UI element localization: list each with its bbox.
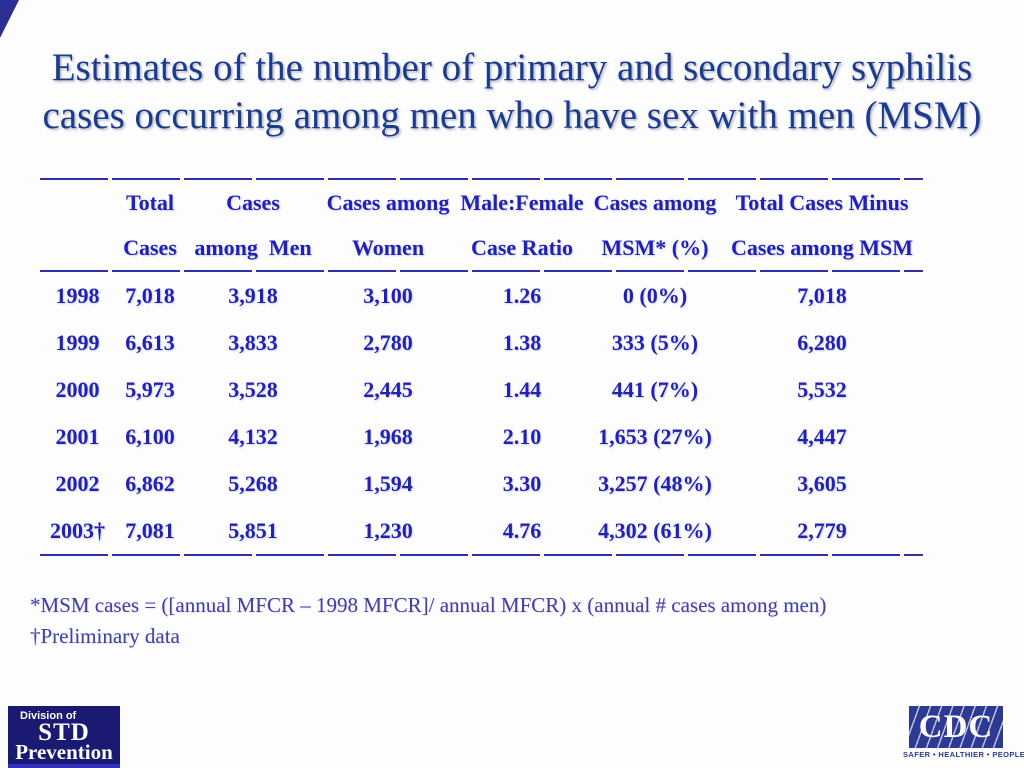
cell-ratio: 4.76 <box>502 517 542 543</box>
std-prevention-logo: Division of STD Prevention <box>8 706 120 768</box>
header-ratio-line1: Male:Female <box>460 189 584 215</box>
table-rule-bottom <box>40 554 923 556</box>
cell-women: 1,968 <box>363 423 413 449</box>
slide-title: Estimates of the number of primary and s… <box>0 44 1024 140</box>
table-header-row-1: Total Cases Cases among Male:Female Case… <box>40 180 923 225</box>
cell-minus: 3,605 <box>797 470 847 496</box>
cell-year: 2001 <box>55 423 100 449</box>
cell-ratio: 3.30 <box>502 470 542 496</box>
cell-men: 5,268 <box>228 470 278 496</box>
cell-men: 4,132 <box>228 423 278 449</box>
std-logo-prevention-text: Prevention <box>15 740 113 764</box>
header-total-line1: Total <box>125 189 175 215</box>
cdc-logo-box: CDC <box>909 706 1003 748</box>
cell-men: 3,528 <box>228 376 278 402</box>
cell-women: 3,100 <box>363 282 413 308</box>
cell-minus: 6,280 <box>797 329 847 355</box>
table-row: 2001 6,100 4,132 1,968 2.10 1,653 (27%) … <box>40 413 923 460</box>
cell-ratio: 1.38 <box>502 329 542 355</box>
cell-msm: 441 (7%) <box>611 376 699 402</box>
cell-total: 6,100 <box>125 423 175 449</box>
header-women-line2: Women <box>351 234 425 260</box>
header-men-line1: Cases <box>226 189 280 215</box>
table-row: 2002 6,862 5,268 1,594 3.30 3,257 (48%) … <box>40 460 923 507</box>
cell-minus: 2,779 <box>797 517 847 543</box>
cell-women: 1,230 <box>363 517 413 543</box>
corner-accent-triangle <box>0 0 19 38</box>
cell-year: 2003† <box>50 517 105 543</box>
cell-women: 2,445 <box>363 376 413 402</box>
cell-year: 1999 <box>55 329 100 355</box>
header-women-line1: Cases among <box>326 189 450 215</box>
cdc-logo-stripes <box>909 706 1003 748</box>
table-row: 2000 5,973 3,528 2,445 1.44 441 (7%) 5,5… <box>40 366 923 413</box>
table-rule-top <box>40 178 923 180</box>
header-total-line2: Cases <box>123 234 177 260</box>
cell-total: 7,081 <box>125 517 175 543</box>
data-table: Total Cases Cases among Male:Female Case… <box>40 178 923 556</box>
table-row: 1999 6,613 3,833 2,780 1.38 333 (5%) 6,2… <box>40 319 923 366</box>
cell-total: 6,862 <box>125 470 175 496</box>
cell-msm: 3,257 (48%) <box>598 470 712 496</box>
footnotes: *MSM cases = ([annual MFCR – 1998 MFCR]/… <box>30 590 826 652</box>
cell-msm: 4,302 (61%) <box>598 517 712 543</box>
std-logo-std-text: STD <box>38 719 90 746</box>
footnote-msm-definition: *MSM cases = ([annual MFCR – 1998 MFCR]/… <box>30 593 827 617</box>
cell-total: 7,018 <box>125 282 175 308</box>
header-msm-line1: Cases among <box>593 189 717 215</box>
cdc-logo-tagline: SAFER • HEALTHIER • PEOPLE™ <box>903 750 1024 759</box>
cell-minus: 7,018 <box>797 282 847 308</box>
header-minus-line1: Total Cases Minus <box>735 189 909 215</box>
title-line-2: cases occurring among men who have sex w… <box>42 94 982 137</box>
table-rule-middle <box>40 270 923 272</box>
cell-msm: 333 (5%) <box>611 329 699 355</box>
cell-men: 5,851 <box>228 517 278 543</box>
cdc-logo: CDC SAFER • HEALTHIER • PEOPLE™ <box>903 706 1024 759</box>
cell-women: 1,594 <box>363 470 413 496</box>
cell-ratio: 1.26 <box>502 282 542 308</box>
title-line-1: Estimates of the number of primary and s… <box>51 46 973 89</box>
cell-total: 5,973 <box>125 376 175 402</box>
cell-minus: 5,532 <box>797 376 847 402</box>
footnote-preliminary: †Preliminary data <box>30 624 180 648</box>
cell-year: 2002 <box>55 470 100 496</box>
cell-year: 2000 <box>55 376 100 402</box>
header-men-line2: among Men <box>194 234 312 260</box>
cell-total: 6,613 <box>125 329 175 355</box>
cell-women: 2,780 <box>363 329 413 355</box>
cell-ratio: 1.44 <box>502 376 542 402</box>
cell-minus: 4,447 <box>797 423 847 449</box>
cell-msm: 1,653 (27%) <box>598 423 712 449</box>
cell-men: 3,918 <box>228 282 278 308</box>
cell-ratio: 2.10 <box>502 423 542 449</box>
header-msm-line2: MSM* (%) <box>601 234 709 260</box>
cell-men: 3,833 <box>228 329 278 355</box>
header-ratio-line2: Case Ratio <box>470 234 574 260</box>
std-logo-division-text: Division of <box>20 710 77 722</box>
table-row: 2003† 7,081 5,851 1,230 4.76 4,302 (61%)… <box>40 507 923 554</box>
table-header-row-2: Cases among Men Women Case Ratio MSM* (%… <box>40 225 923 270</box>
header-minus-line2: Cases among MSM <box>730 234 914 260</box>
table-row: 1998 7,018 3,918 3,100 1.26 0 (0%) 7,018 <box>40 272 923 319</box>
cell-msm: 0 (0%) <box>622 282 688 308</box>
cell-year: 1998 <box>55 282 100 308</box>
